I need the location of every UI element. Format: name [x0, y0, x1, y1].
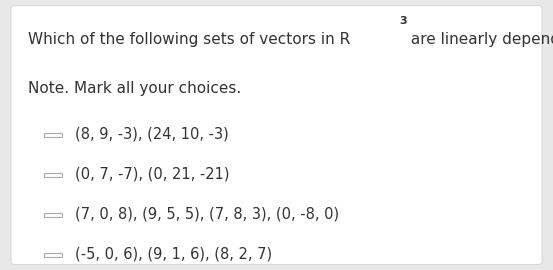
Bar: [44, 253, 62, 257]
Bar: [44, 173, 62, 177]
Text: Which of the following sets of vectors in R: Which of the following sets of vectors i…: [28, 32, 350, 48]
Text: Note. Mark all your choices.: Note. Mark all your choices.: [28, 81, 241, 96]
Text: (8, 9, -3), (24, 10, -3): (8, 9, -3), (24, 10, -3): [75, 126, 228, 141]
Text: 3: 3: [399, 16, 406, 26]
Text: (-5, 0, 6), (9, 1, 6), (8, 2, 7): (-5, 0, 6), (9, 1, 6), (8, 2, 7): [75, 246, 272, 261]
Text: (0, 7, -7), (0, 21, -21): (0, 7, -7), (0, 21, -21): [75, 166, 229, 181]
Bar: [44, 213, 62, 217]
Text: (7, 0, 8), (9, 5, 5), (7, 8, 3), (0, -8, 0): (7, 0, 8), (9, 5, 5), (7, 8, 3), (0, -8,…: [75, 206, 339, 221]
Bar: [44, 133, 62, 137]
Text: are linearly dependent?: are linearly dependent?: [406, 32, 553, 48]
